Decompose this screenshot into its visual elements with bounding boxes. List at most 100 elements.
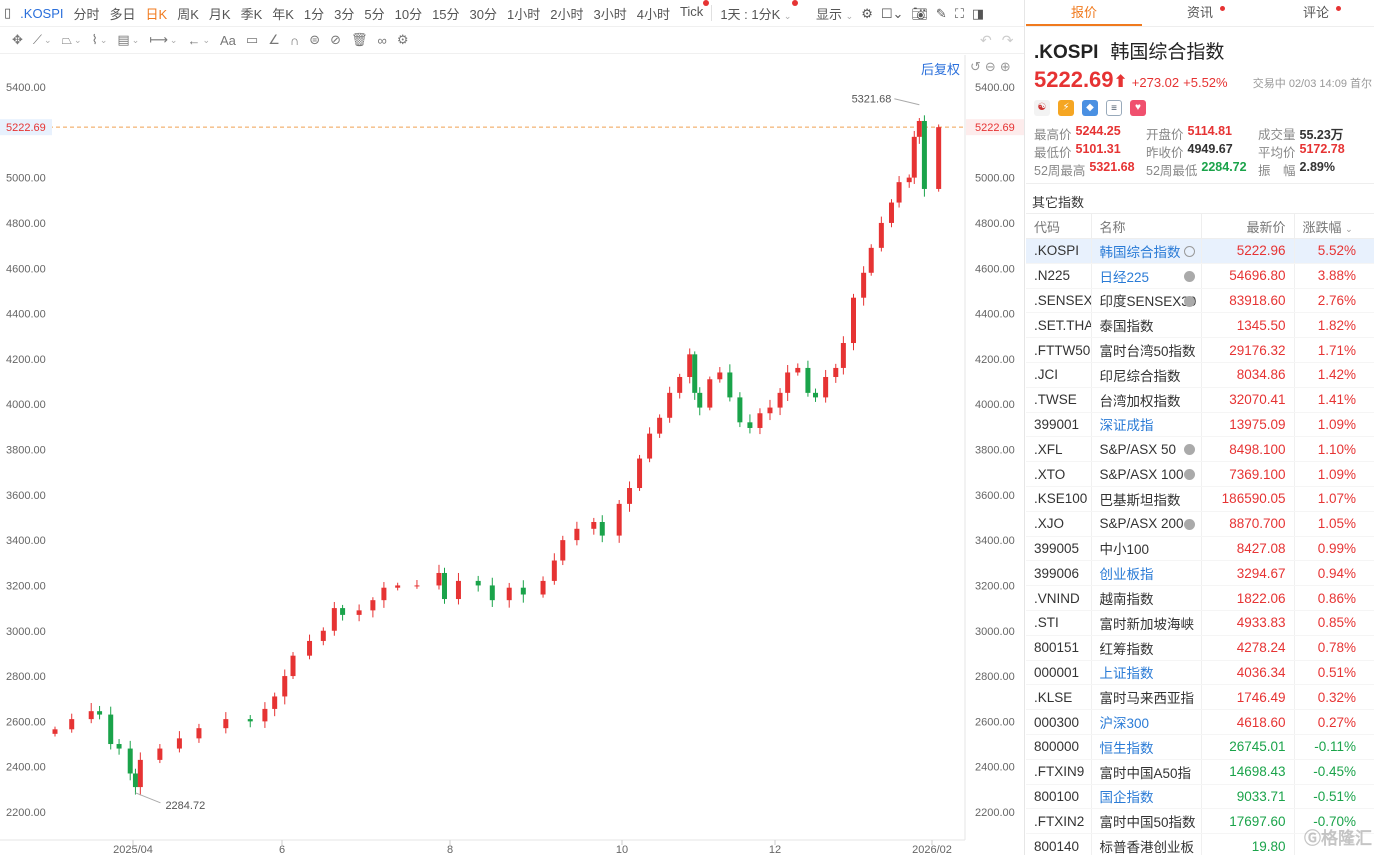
period-tab[interactable]: 10分 [394, 6, 423, 22]
table-row[interactable]: 399005 中小100 8427.08 0.99% [1026, 536, 1374, 562]
symbol-label[interactable]: .KOSPI [20, 5, 64, 21]
period-tab[interactable]: 年K [272, 6, 294, 22]
text-tool-button[interactable]: Aa [220, 32, 236, 48]
index-name[interactable]: 恒生指数 [1090, 734, 1201, 760]
measure-icon[interactable]: ⟼ ⌄ [149, 32, 178, 47]
period-tab[interactable]: 季K [240, 6, 263, 22]
chevron-down-icon[interactable]: ⌄ [202, 34, 210, 45]
period-tab[interactable]: 30分 [469, 6, 498, 22]
period-tab[interactable]: 多日 [109, 6, 136, 22]
table-row[interactable]: .FTTW50 富时台湾50指数 29176.32 1.71% [1026, 337, 1374, 363]
period-tab[interactable]: 4小时 [636, 6, 670, 22]
layout-select-icon[interactable]: ☐⌄ [880, 5, 904, 21]
table-row[interactable]: .N225 日经225 54696.80 3.88% [1026, 263, 1374, 289]
table-row[interactable]: .SET.THA 泰国指数 1345.50 1.82% [1026, 312, 1374, 339]
period-tab[interactable]: 3分 [334, 6, 355, 22]
period-tab[interactable]: 周K [177, 6, 199, 22]
table-row[interactable]: .STI 富时新加坡海峡 4933.83 0.85% [1026, 610, 1374, 636]
period-tab[interactable]: 2小时 [550, 6, 584, 22]
move-icon[interactable]: ✥ [12, 32, 23, 47]
undo-icon[interactable]: ↶ [980, 32, 992, 48]
sort-chevron-icon[interactable]: ⌄ [1345, 223, 1353, 234]
index-name[interactable]: 沪深300 [1090, 709, 1201, 735]
adjust-button[interactable]: 后复权 [921, 62, 961, 77]
index-name[interactable]: 上证指数 [1090, 660, 1201, 686]
chevron-down-icon[interactable]: ⌄ [169, 34, 178, 45]
period-tab[interactable]: 日K [145, 6, 168, 22]
fib-icon[interactable]: ▤ ⌄ [117, 32, 140, 47]
column-header[interactable]: 涨跌幅 ⌄ [1293, 213, 1374, 239]
line-icon[interactable]: ⟋ ⌄ [32, 32, 52, 47]
table-row[interactable]: .XTO S&P/ASX 100 7369.100 1.09% [1026, 461, 1374, 487]
trash-icon[interactable]: 🗑︎ [351, 32, 368, 47]
table-row[interactable]: 399001 深证成指 13975.09 1.09% [1026, 412, 1374, 438]
table-row[interactable]: .SENSEX 印度SENSEX30 83918.60 2.76% [1026, 288, 1374, 314]
index-name[interactable]: 深证成指 [1090, 412, 1201, 438]
hide-icon[interactable]: ⊜ [309, 32, 321, 47]
polyline-icon[interactable]: ⏢ ⌄ [61, 32, 82, 47]
table-row[interactable]: .FTXIN9 富时中国A50指 14698.43 -0.45% [1026, 759, 1374, 785]
period-tab[interactable]: 1分 [303, 6, 325, 22]
period-tab[interactable]: 分时 [73, 6, 100, 22]
table-row[interactable]: .TWSE 台湾加权指数 32070.41 1.41% [1026, 387, 1374, 413]
table-row[interactable]: 800100 国企指数 9033.71 -0.51% [1026, 784, 1374, 810]
index-name[interactable]: 国企指数 [1090, 784, 1201, 810]
index-code: .XTO [1026, 461, 1091, 487]
table-row[interactable]: 800151 红筹指数 4278.24 0.78% [1026, 635, 1374, 661]
chevron-down-icon[interactable]: ⌄ [99, 34, 108, 45]
table-row[interactable]: .JCI 印尼综合指数 8034.86 1.42% [1026, 362, 1374, 388]
favorite-heart-icon[interactable]: ♥ [1130, 100, 1146, 116]
link-icon[interactable]: ∞ [377, 32, 387, 48]
wave-icon[interactable]: ⌇ ⌄ [91, 32, 108, 47]
candlestick-chart[interactable]: 2200.00 2200.00 2400.00 2400.00 2600.00 2600.… [0, 32, 1025, 855]
tab-1[interactable]: 资讯 [1142, 0, 1258, 26]
table-row[interactable]: 800000 恒生指数 26745.01 -0.11% [1026, 734, 1374, 760]
chevron-down-icon[interactable]: ⌄ [73, 34, 82, 45]
index-name[interactable]: 日经225 [1090, 263, 1201, 289]
chevron-down-icon[interactable]: ⌄ [131, 34, 140, 45]
combo-period-select[interactable]: 1天 : 1分K ⌄ [715, 0, 799, 23]
table-row[interactable]: .VNIND 越南指数 1822.06 0.86% [1026, 585, 1374, 611]
magnet-icon[interactable]: ∩ [289, 32, 300, 48]
camera-icon[interactable]: 📷︎ [911, 5, 928, 21]
index-name[interactable]: 创业板指 [1090, 560, 1201, 587]
reset-icon[interactable]: ↺ [970, 59, 981, 74]
zoom-in-icon[interactable]: ⊕ [999, 59, 1011, 74]
table-row[interactable]: 800140 标普香港创业板 19.80 [1026, 833, 1374, 855]
arrow-icon[interactable]: ← ⌄ [187, 32, 210, 48]
settings-icon[interactable]: ⚙ [396, 32, 409, 47]
table-row[interactable]: .KOSPI 韩国综合指数 5222.96 5.52% [1026, 238, 1374, 264]
table-row[interactable]: .FTXIN2 富时中国50指数 17697.60 -0.70% [1026, 808, 1374, 835]
pencil-icon[interactable]: ✎ [935, 5, 947, 21]
lightning-icon[interactable]: ⚡ [1058, 100, 1074, 116]
table-row[interactable]: 399006 创业板指 3294.67 0.94% [1026, 560, 1374, 587]
tab-2[interactable]: 评论 [1258, 0, 1374, 26]
angle-icon[interactable]: ∠ [268, 32, 280, 47]
eye-off-icon[interactable]: ⊘ [330, 32, 342, 47]
display-select[interactable]: 显示 ⌄ [816, 7, 854, 22]
table-row[interactable]: .KLSE 富时马来西亚指 1746.49 0.32% [1026, 684, 1374, 711]
table-row[interactable]: .KSE100 巴基斯坦指数 186590.05 1.07% [1026, 486, 1374, 512]
panel-toggle-icon[interactable]: ◨ [971, 5, 985, 21]
sidebar-toggle-icon[interactable]: ▯ [4, 5, 12, 20]
table-row[interactable]: 000300 沪深300 4618.60 0.27% [1026, 709, 1374, 735]
note-icon[interactable]: ≡ [1106, 100, 1122, 116]
period-tab[interactable]: 3小时 [593, 6, 627, 22]
zoom-out-icon[interactable]: ⊖ [984, 59, 996, 74]
index-name[interactable]: 韩国综合指数 [1090, 238, 1201, 264]
period-tab[interactable]: 15分 [432, 6, 460, 22]
table-row[interactable]: 000001 上证指数 4036.34 0.51% [1026, 660, 1374, 686]
table-row[interactable]: .XJO S&P/ASX 200 8870.700 1.05% [1026, 511, 1374, 537]
period-tab[interactable]: Tick [675, 0, 710, 23]
period-tab[interactable]: 1小时 [507, 6, 541, 22]
tab-0[interactable]: 报价 [1026, 0, 1142, 26]
tag-icon[interactable]: ◆ [1082, 100, 1098, 116]
settings-icon[interactable]: ⚙ [861, 5, 873, 21]
chevron-down-icon[interactable]: ⌄ [44, 34, 52, 45]
period-tab[interactable]: 月K [208, 6, 231, 22]
fullscreen-icon[interactable]: ⛶ [954, 5, 964, 21]
redo-icon[interactable]: ↷ [1001, 32, 1014, 48]
table-row[interactable]: .XFL S&P/ASX 50 8498.100 1.10% [1026, 436, 1374, 463]
comment-icon[interactable]: ▭ [245, 32, 259, 47]
period-tab[interactable]: 5分 [364, 6, 385, 22]
